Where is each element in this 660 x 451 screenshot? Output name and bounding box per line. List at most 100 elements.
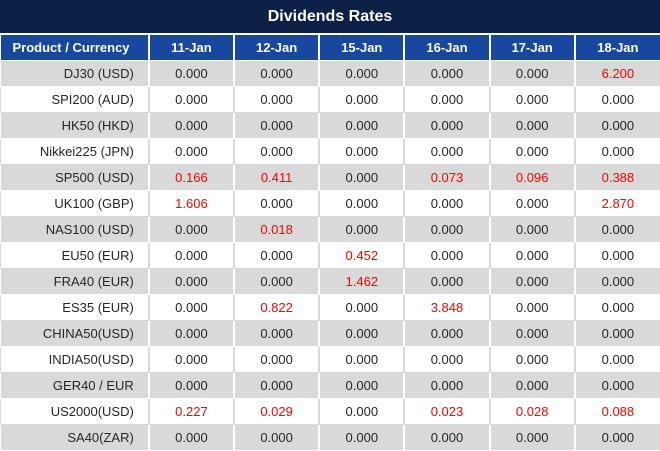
value-cell: 0.000	[574, 294, 660, 321]
value-cell: 0.000	[574, 268, 660, 295]
value-cell: 0.000	[574, 138, 660, 165]
column-header-product-currency: Product / Currency	[0, 33, 150, 61]
value-cell: 0.822	[234, 294, 321, 321]
table-row: NAS100 (USD) 0.000 0.018 0.000 0.000 0.000 0.0…	[0, 216, 660, 243]
value-cell: 0.028	[489, 398, 576, 425]
value-cell: 0.000	[234, 242, 321, 269]
value-cell: 0.000	[234, 190, 321, 217]
product-cell: GER40 / EUR	[0, 372, 150, 399]
value-cell: 3.848	[404, 294, 491, 321]
value-cell: 0.000	[574, 346, 660, 373]
value-cell: 0.000	[404, 424, 491, 450]
value-cell: 0.000	[404, 268, 491, 295]
value-cell: 0.000	[574, 372, 660, 399]
product-cell: FRA40 (EUR)	[0, 268, 150, 295]
value-cell: 0.000	[404, 112, 491, 139]
table-row: ES35 (EUR) 0.000 0.822 0.000 3.848 0.000 0.000	[0, 294, 660, 321]
table-row: UK100 (GBP) 1.606 0.000 0.000 0.000 0.000 2.87…	[0, 190, 660, 217]
value-cell: 0.000	[234, 268, 321, 295]
value-cell: 0.000	[404, 372, 491, 399]
value-cell: 0.000	[319, 424, 406, 450]
product-cell: INDIA50(USD)	[0, 346, 150, 373]
value-cell: 0.000	[404, 60, 491, 87]
value-cell: 0.388	[574, 164, 660, 191]
value-cell: 0.096	[489, 164, 576, 191]
value-cell: 0.000	[319, 320, 406, 347]
dividends-rates-table: Product / Currency 11-Jan 12-Jan 15-Jan 16-…	[0, 33, 660, 450]
value-cell: 0.029	[234, 398, 321, 425]
table-row: GER40 / EUR 0.000 0.000 0.000 0.000 0.000 0.00…	[0, 372, 660, 399]
value-cell: 0.000	[148, 112, 236, 139]
value-cell: 0.000	[574, 320, 660, 347]
product-cell: SP500 (USD)	[0, 164, 150, 191]
value-cell: 0.000	[404, 346, 491, 373]
value-cell: 0.000	[489, 138, 576, 165]
value-cell: 0.000	[148, 86, 236, 113]
table-row: HK50 (HKD) 0.000 0.000 0.000 0.000 0.000 0.000	[0, 112, 660, 139]
value-cell: 0.000	[319, 216, 406, 243]
value-cell: 1.462	[319, 268, 406, 295]
value-cell: 0.023	[404, 398, 491, 425]
column-header-date: 16-Jan	[404, 33, 491, 61]
value-cell: 0.000	[489, 86, 576, 113]
value-cell: 0.000	[404, 242, 491, 269]
value-cell: 0.000	[319, 138, 406, 165]
value-cell: 0.000	[319, 190, 406, 217]
value-cell: 0.000	[489, 268, 576, 295]
value-cell: 0.000	[574, 216, 660, 243]
table-body: DJ30 (USD) 0.000 0.000 0.000 0.000 0.000 6.200…	[0, 60, 660, 450]
value-cell: 0.000	[148, 242, 236, 269]
value-cell: 0.000	[234, 346, 321, 373]
product-cell: DJ30 (USD)	[0, 60, 150, 87]
value-cell: 0.000	[574, 242, 660, 269]
product-cell: SA40(ZAR)	[0, 424, 150, 450]
product-cell: US2000(USD)	[0, 398, 150, 425]
value-cell: 0.000	[234, 372, 321, 399]
value-cell: 0.000	[234, 320, 321, 347]
value-cell: 0.000	[319, 112, 406, 139]
table-row: Nikkei225 (JPN) 0.000 0.000 0.000 0.000 0.000…	[0, 138, 660, 165]
column-header-date: 17-Jan	[489, 33, 576, 61]
value-cell: 2.870	[574, 190, 660, 217]
value-cell: 0.000	[489, 320, 576, 347]
value-cell: 0.000	[489, 216, 576, 243]
value-cell: 0.000	[489, 294, 576, 321]
value-cell: 0.088	[574, 398, 660, 425]
product-cell: CHINA50(USD)	[0, 320, 150, 347]
table-row: EU50 (EUR) 0.000 0.000 0.452 0.000 0.000 0.000	[0, 242, 660, 269]
value-cell: 0.000	[148, 346, 236, 373]
value-cell: 0.000	[574, 86, 660, 113]
value-cell: 0.000	[319, 86, 406, 113]
value-cell: 0.000	[489, 190, 576, 217]
value-cell: 0.000	[234, 138, 321, 165]
table-row: FRA40 (EUR) 0.000 0.000 1.462 0.000 0.000 0.00…	[0, 268, 660, 295]
product-cell: UK100 (GBP)	[0, 190, 150, 217]
value-cell: 0.000	[489, 112, 576, 139]
value-cell: 0.000	[319, 346, 406, 373]
product-cell: ES35 (EUR)	[0, 294, 150, 321]
value-cell: 1.606	[148, 190, 236, 217]
table-row: SP500 (USD) 0.166 0.411 0.000 0.073 0.096 0.38…	[0, 164, 660, 191]
column-header-date: 11-Jan	[148, 33, 236, 61]
table-row: DJ30 (USD) 0.000 0.000 0.000 0.000 0.000 6.200	[0, 60, 660, 87]
value-cell: 0.000	[574, 424, 660, 450]
value-cell: 0.000	[404, 320, 491, 347]
value-cell: 0.000	[319, 372, 406, 399]
value-cell: 0.000	[489, 424, 576, 450]
value-cell: 0.000	[148, 268, 236, 295]
column-header-date: 15-Jan	[319, 33, 406, 61]
value-cell: 0.000	[148, 372, 236, 399]
value-cell: 0.000	[404, 216, 491, 243]
column-header-date: 18-Jan	[574, 33, 660, 61]
table-row: CHINA50(USD) 0.000 0.000 0.000 0.000 0.000 0.0…	[0, 320, 660, 347]
value-cell: 0.000	[148, 60, 236, 87]
value-cell: 0.000	[234, 60, 321, 87]
table-row: SA40(ZAR) 0.000 0.000 0.000 0.000 0.000 0.000	[0, 424, 660, 450]
value-cell: 0.000	[148, 424, 236, 450]
product-cell: SPI200 (AUD)	[0, 86, 150, 113]
table-row: SPI200 (AUD) 0.000 0.000 0.000 0.000 0.000 0.0…	[0, 86, 660, 113]
value-cell: 0.452	[319, 242, 406, 269]
table-header-row: Product / Currency 11-Jan 12-Jan 15-Jan 16-…	[0, 33, 660, 61]
value-cell: 0.000	[234, 424, 321, 450]
